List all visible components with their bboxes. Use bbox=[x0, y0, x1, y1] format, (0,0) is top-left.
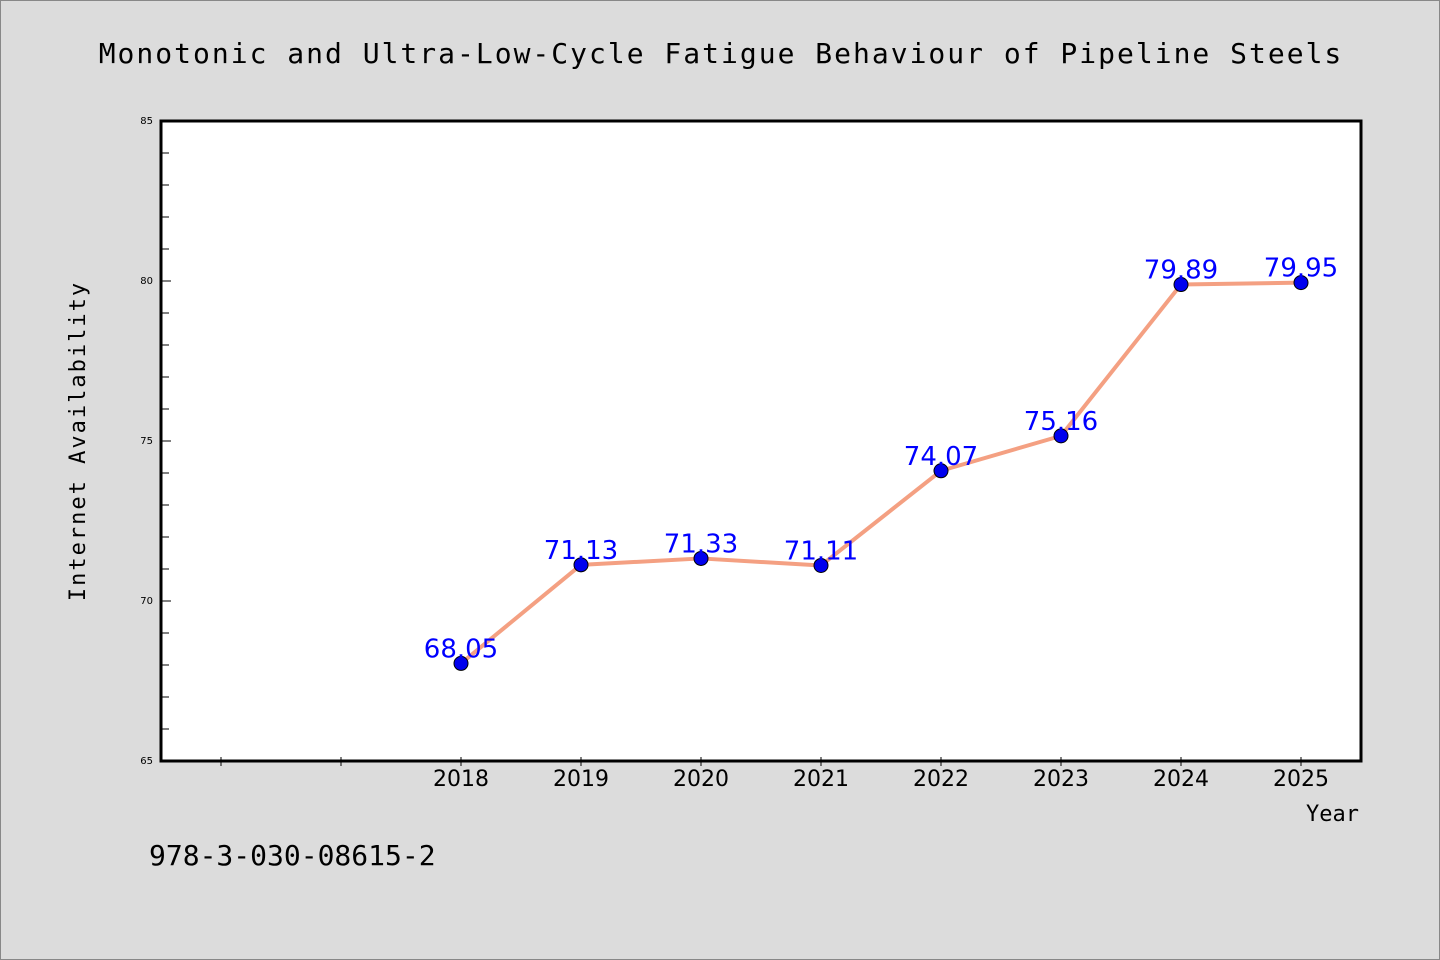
data-label: 75.16 bbox=[1024, 407, 1098, 437]
y-axis: 65 70 75 80 85 bbox=[140, 116, 171, 767]
chart-title: Monotonic and Ultra-Low-Cycle Fatigue Be… bbox=[99, 37, 1344, 70]
x-tick-label: 2024 bbox=[1153, 767, 1209, 792]
y-tick-label: 65 bbox=[140, 756, 153, 767]
data-label: 71.11 bbox=[784, 536, 858, 566]
x-tick-label: 2023 bbox=[1033, 767, 1089, 792]
data-point bbox=[1293, 275, 1309, 291]
data-label: 68.05 bbox=[424, 634, 498, 664]
x-axis: 2018 2019 2020 2021 2022 2023 2024 2025 bbox=[220, 757, 1329, 792]
series-line bbox=[459, 280, 1303, 666]
y-axis-label: Internet Availability bbox=[66, 281, 91, 601]
data-point bbox=[453, 655, 469, 671]
y-tick-label: 80 bbox=[140, 276, 153, 287]
data-label: 71.33 bbox=[664, 529, 738, 559]
x-tick-label: 2020 bbox=[673, 767, 729, 792]
x-tick-label: 2021 bbox=[793, 767, 849, 792]
x-tick-label: 2025 bbox=[1273, 767, 1329, 792]
data-point bbox=[1173, 277, 1189, 293]
x-tick-label: 2018 bbox=[433, 767, 489, 792]
y-tick-label: 75 bbox=[140, 436, 153, 447]
x-axis-label: Year bbox=[1306, 802, 1359, 827]
x-tick-label: 2019 bbox=[553, 767, 609, 792]
y-tick-label: 70 bbox=[140, 596, 153, 607]
data-point bbox=[573, 557, 589, 573]
data-point bbox=[693, 550, 709, 566]
data-label: 79.95 bbox=[1264, 254, 1338, 284]
data-label: 79.89 bbox=[1144, 256, 1218, 286]
footer-identifier: 978-3-030-08615-2 bbox=[149, 839, 436, 872]
data-point bbox=[813, 557, 829, 573]
data-label: 74.07 bbox=[904, 442, 978, 472]
data-point bbox=[933, 463, 949, 479]
x-tick-label: 2022 bbox=[913, 767, 969, 792]
series-layer: 68.05 71.13 71.33 71.11 74.07 75.16 79.89 79.95 bbox=[424, 254, 1338, 671]
data-point bbox=[1053, 428, 1069, 444]
data-label: 71.13 bbox=[544, 536, 618, 566]
plot-area bbox=[159, 119, 1363, 763]
y-tick-label: 85 bbox=[140, 116, 153, 127]
